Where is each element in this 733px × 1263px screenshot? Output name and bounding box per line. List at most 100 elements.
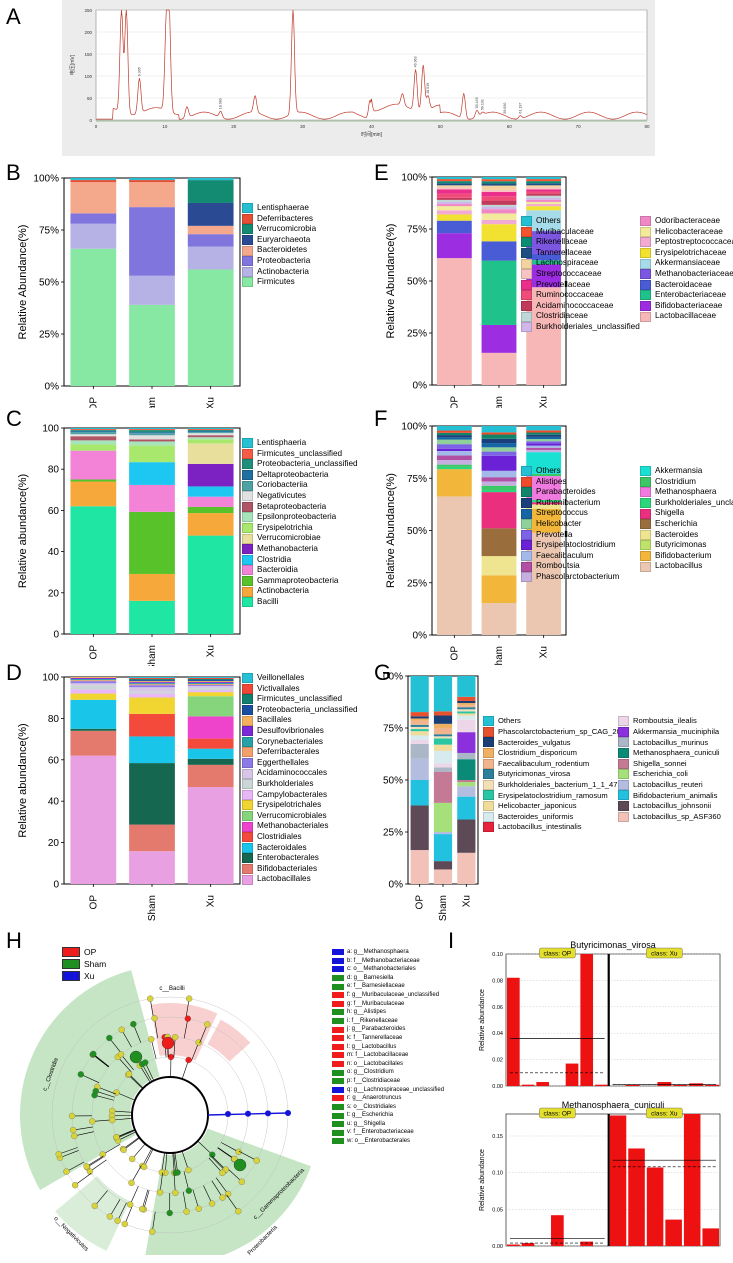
legend-item: Shigella_sonnei <box>618 758 721 769</box>
legend-item: Clostridium_disporicum <box>483 748 625 759</box>
legend-swatch <box>618 727 629 737</box>
bar-segment <box>457 676 475 697</box>
legend-item: Parabacteroides <box>521 487 619 498</box>
cladogram-node-xu <box>265 1110 271 1116</box>
bar-segment <box>526 185 561 187</box>
bar-segment <box>457 716 475 720</box>
bar-segment <box>482 192 517 196</box>
bar-segment <box>70 506 116 634</box>
y-tick-label: 50% <box>39 278 59 289</box>
legend-swatch <box>242 790 253 800</box>
bar-segment <box>188 787 234 884</box>
legend-item: Tannerellaceae <box>521 248 640 259</box>
legend-swatch <box>483 759 494 769</box>
legend-item: Prevotella <box>521 530 619 541</box>
taxa-label: i: f__Rikenellaceae <box>347 1017 398 1026</box>
bar-segment <box>129 681 175 682</box>
legend-label: Deferribacterales <box>257 747 319 758</box>
abundance-bar <box>522 1085 535 1086</box>
bar-segment <box>482 452 517 456</box>
legend-label: Lactobacillus_reuteri <box>633 780 703 790</box>
legend-item: Others <box>521 466 619 477</box>
bar-segment <box>188 486 234 496</box>
bar-segment <box>188 684 234 685</box>
bar-segment <box>188 247 234 270</box>
bar-segment <box>411 712 429 716</box>
bar-segment <box>526 179 561 181</box>
bar-segment <box>188 765 234 787</box>
legend-item: Methanobacteriaceae <box>640 269 733 280</box>
bar-segment <box>437 206 472 210</box>
legend-swatch <box>618 737 629 747</box>
y-tick-label: 75% <box>407 474 427 485</box>
taxa-swatch <box>332 1113 344 1119</box>
cladogram-node <box>235 1208 241 1214</box>
cladogram-node <box>186 1057 192 1063</box>
legend-item: Others <box>521 216 640 227</box>
taxa-swatch <box>332 1009 344 1015</box>
bar-segment <box>129 693 175 697</box>
bar-segment <box>437 198 472 200</box>
group-legend-item: Sham <box>62 958 106 970</box>
legend-label: Veillonellales <box>257 673 304 684</box>
bar-segment <box>526 450 561 452</box>
bar-segment <box>482 447 517 451</box>
taxa-label: f: g__Muribaculaceae_unclassified <box>347 991 439 1000</box>
legend-item: Lactobacillus_intestinalis <box>483 822 625 833</box>
legend-label: Alistipes <box>536 477 567 488</box>
legend-item: Faecalibaculum <box>521 551 619 562</box>
legend-item: Bifidobacterium <box>640 551 733 562</box>
cladogram-node <box>157 1189 163 1195</box>
cladogram-node <box>152 1015 158 1021</box>
bar-segment <box>482 435 517 439</box>
bar-segment <box>434 763 452 767</box>
legend-label: Prevotellaceae <box>536 280 590 291</box>
bar-segment <box>188 178 234 180</box>
bar-segment <box>437 177 472 179</box>
x-tick-label: 0 <box>95 124 98 129</box>
legend-label: Lentisphaeria <box>257 438 306 449</box>
legend-item: Bacilli <box>242 597 358 608</box>
cladogram-node <box>149 1229 155 1235</box>
y-tick-label: 60 <box>48 755 60 766</box>
bar-segment <box>70 729 116 731</box>
legend-label: Campylobacterales <box>257 790 327 801</box>
bar-segment <box>437 426 472 431</box>
legend-label: Shigella_sonnei <box>633 759 687 769</box>
bar-segment <box>457 707 475 709</box>
legend-item: Bifidobacterium_animalis <box>618 790 721 801</box>
bar-segment <box>129 683 175 684</box>
abundance-bar <box>507 978 520 1086</box>
legend-label: Deferribacteres <box>257 214 313 225</box>
legend-label: Streptococcus <box>536 508 588 519</box>
bar-segment <box>482 207 517 209</box>
taxa-legend-item: g: f__Muribaculaceae <box>332 1000 444 1009</box>
legend-label: Tannerellaceae <box>536 248 592 259</box>
legend-item: Euryarchaeota <box>242 235 316 246</box>
bar-segment <box>434 716 452 724</box>
legend-swatch <box>521 290 532 300</box>
x-tick-label: Sham <box>494 396 505 408</box>
legend-label: Bacteroides <box>655 530 698 541</box>
bar-segment <box>70 436 116 440</box>
cladogram-node-xu <box>285 1110 291 1116</box>
legend-swatch <box>242 822 253 832</box>
bar-segment <box>188 749 234 759</box>
legend-swatch <box>521 519 532 529</box>
bar-segment <box>437 185 472 187</box>
bar-segment <box>70 678 116 679</box>
legend-label: Ruminococcaceae <box>536 290 603 301</box>
taxa-label: a: g__Methanosphaera <box>347 948 409 957</box>
legend-swatch <box>242 512 253 522</box>
legend-swatch <box>640 477 651 487</box>
legend-swatch <box>521 572 532 582</box>
legend-item: Bacteroides_uniformis <box>483 811 625 822</box>
legend-swatch <box>521 498 532 508</box>
legend-label: Odoribacteraceae <box>655 216 720 227</box>
legend-item: Erysipelotrichales <box>242 800 358 811</box>
legend-label: Phascolarctobacterium <box>536 572 619 583</box>
bar-segment <box>411 729 429 731</box>
bar-segment <box>482 490 517 492</box>
